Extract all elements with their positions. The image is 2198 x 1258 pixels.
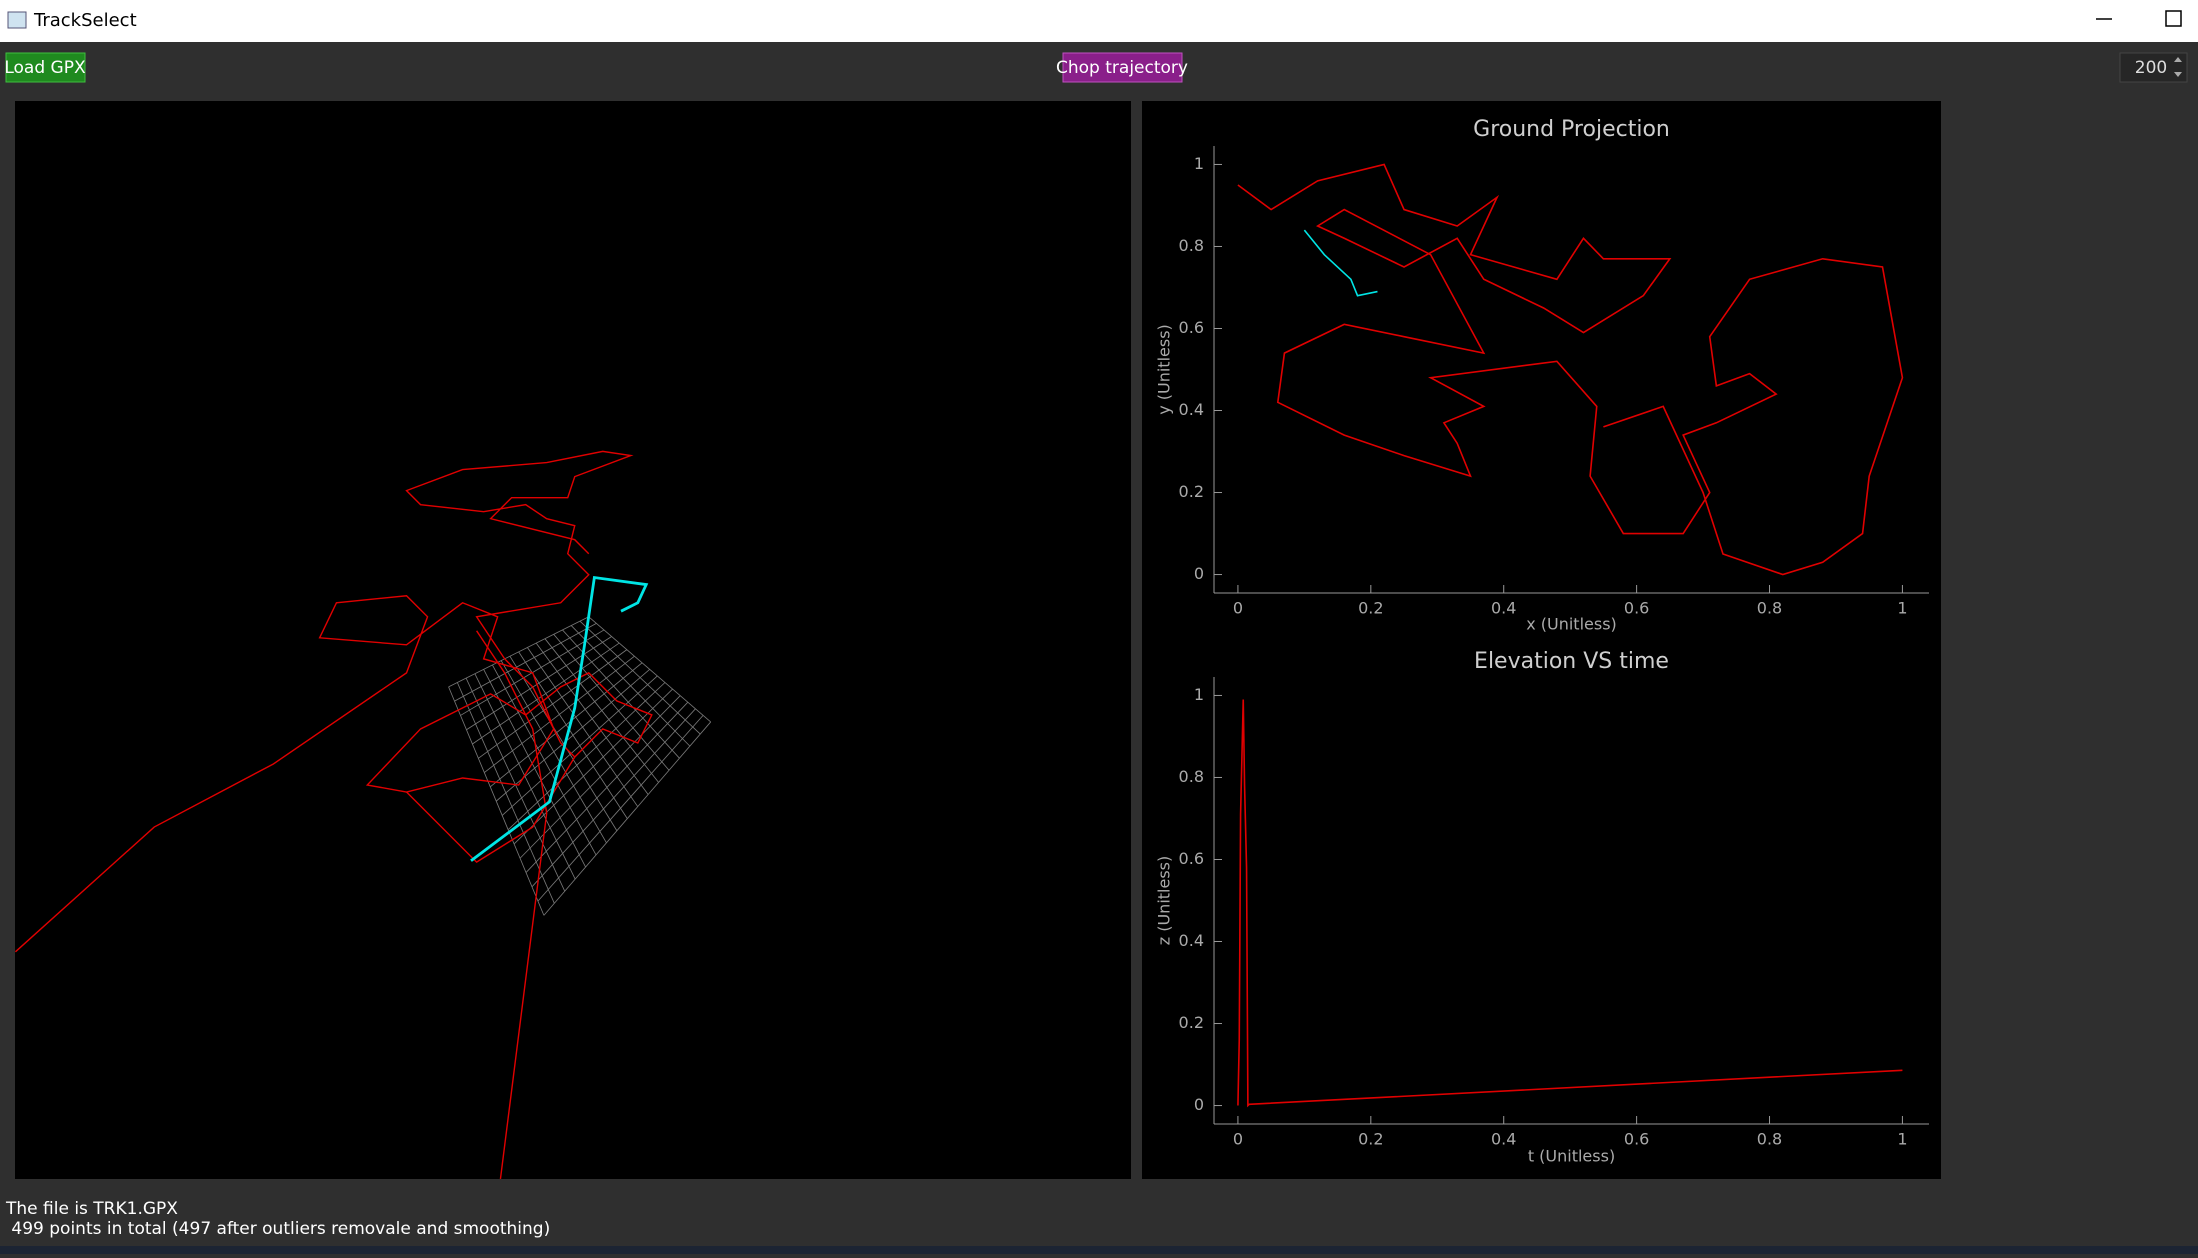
y-tick-label: 0.4 — [1179, 931, 1204, 950]
spin-value: 200 — [2135, 58, 2167, 78]
3d-track-segment — [476, 630, 548, 1180]
x-tick-label: 0.8 — [1757, 1130, 1782, 1149]
grid-line-3d — [519, 695, 681, 859]
grid-line-3d — [570, 625, 691, 747]
x-tick-label: 1 — [1897, 599, 1907, 618]
trajectory-line — [1303, 229, 1378, 297]
x-axis-label: x (Unitless) — [1526, 615, 1617, 634]
grid-line-3d — [525, 701, 689, 873]
maximize-button[interactable] — [2165, 10, 2182, 27]
x-tick-label: 0.2 — [1358, 599, 1383, 618]
y-tick-label: 0.4 — [1179, 400, 1204, 419]
3d-selection — [470, 575, 649, 862]
y-tick-label: 0.2 — [1179, 1013, 1204, 1032]
3d-track-segment — [406, 756, 576, 863]
x-tick-label: 0 — [1233, 1130, 1243, 1149]
grid-line-3d — [507, 682, 666, 830]
chop-trajectory-button[interactable] — [1062, 52, 1183, 83]
grid-line-3d — [537, 715, 704, 902]
load-gpx-button[interactable] — [5, 52, 86, 83]
grid-line-3d — [501, 675, 658, 816]
3d-view[interactable] — [15, 101, 1131, 1179]
x-axis-label: t (Unitless) — [1528, 1147, 1615, 1166]
grid-line-3d — [579, 620, 701, 735]
load-gpx-label: Load GPX — [4, 58, 86, 78]
plot-panel — [1142, 101, 1941, 1179]
y-tick-label: 1 — [1194, 154, 1204, 173]
trajectory-line — [1237, 699, 1903, 1108]
grid-line-3d — [535, 642, 649, 795]
y-tick-label: 1 — [1194, 685, 1204, 704]
grid-line-3d — [531, 708, 696, 888]
3d-track — [14, 450, 653, 953]
y-tick-label: 0.6 — [1179, 849, 1204, 868]
grid-line-3d — [553, 634, 670, 771]
grid-line-3d — [543, 721, 712, 916]
grid-line-3d — [588, 616, 711, 723]
taskbar-strip — [0, 1246, 2198, 1254]
trajectory-line — [1237, 163, 1904, 576]
grid-line-3d — [562, 629, 680, 759]
x-tick-label: 0.6 — [1624, 1130, 1649, 1149]
3d-scene — [14, 450, 712, 1180]
y-tick-label: 0.2 — [1179, 482, 1204, 501]
spin-arrows[interactable] — [2174, 57, 2182, 77]
grid-line-3d — [544, 638, 659, 783]
grid-line-3d — [527, 647, 639, 807]
y-axis-label: z (Unitless) — [1155, 856, 1174, 946]
y-tick-label: 0 — [1194, 564, 1204, 583]
ground-grid — [448, 616, 712, 916]
spin-box[interactable] — [2119, 52, 2188, 83]
x-tick-label: 0.4 — [1491, 599, 1516, 618]
x-tick-label: 0.8 — [1757, 599, 1782, 618]
x-tick-label: 0.4 — [1491, 1130, 1516, 1149]
x-tick-label: 0.2 — [1358, 1130, 1383, 1149]
status-file: The file is TRK1.GPX — [5, 1199, 178, 1219]
chop-trajectory-label: Chop trajectory — [1056, 58, 1188, 78]
y-tick-label: 0 — [1194, 1095, 1204, 1114]
y-axis-label: y (Unitless) — [1155, 324, 1174, 415]
title-bar — [0, 0, 2198, 42]
x-tick-label: 0.6 — [1624, 599, 1649, 618]
window-title: TrackSelect — [33, 10, 137, 31]
plot-title: Ground Projection — [1473, 117, 1670, 142]
x-tick-label: 0 — [1233, 599, 1243, 618]
grid-line-3d — [513, 688, 673, 845]
plot-title: Elevation VS time — [1474, 649, 1669, 674]
app-icon — [7, 11, 27, 29]
x-tick-label: 1 — [1897, 1130, 1907, 1149]
status-points: 499 points in total (497 after outliers … — [6, 1219, 550, 1239]
y-tick-label: 0.8 — [1179, 767, 1204, 786]
y-tick-label: 0.6 — [1179, 318, 1204, 337]
y-tick-label: 0.8 — [1179, 236, 1204, 255]
